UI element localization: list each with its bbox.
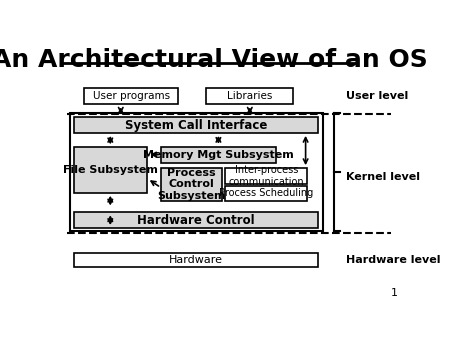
Text: Libraries: Libraries (227, 91, 273, 101)
Text: Process Scheduling: Process Scheduling (219, 189, 314, 198)
FancyBboxPatch shape (74, 253, 318, 267)
FancyBboxPatch shape (74, 147, 147, 193)
Text: Process
Control
Subsystem: Process Control Subsystem (157, 168, 225, 201)
Text: Memory Mgt Subsystem: Memory Mgt Subsystem (143, 150, 294, 160)
FancyBboxPatch shape (161, 168, 222, 201)
FancyBboxPatch shape (225, 186, 307, 201)
Text: User programs: User programs (93, 91, 170, 101)
Text: Hardware Control: Hardware Control (137, 214, 255, 227)
Text: User level: User level (346, 91, 408, 101)
Text: Kernel level: Kernel level (346, 172, 420, 182)
FancyBboxPatch shape (225, 168, 307, 184)
Text: File Subsystem: File Subsystem (63, 165, 158, 175)
Text: 1: 1 (391, 288, 398, 298)
Text: System Call Interface: System Call Interface (125, 119, 267, 131)
FancyBboxPatch shape (84, 88, 178, 104)
Text: Hardware level: Hardware level (346, 255, 440, 265)
Text: Hardware: Hardware (169, 255, 223, 265)
FancyBboxPatch shape (206, 88, 293, 104)
FancyBboxPatch shape (74, 117, 318, 133)
Text: An Architectural View of an OS: An Architectural View of an OS (0, 48, 428, 72)
Text: Inter-process
communication: Inter-process communication (229, 165, 304, 187)
FancyBboxPatch shape (161, 147, 276, 163)
FancyBboxPatch shape (74, 212, 318, 228)
